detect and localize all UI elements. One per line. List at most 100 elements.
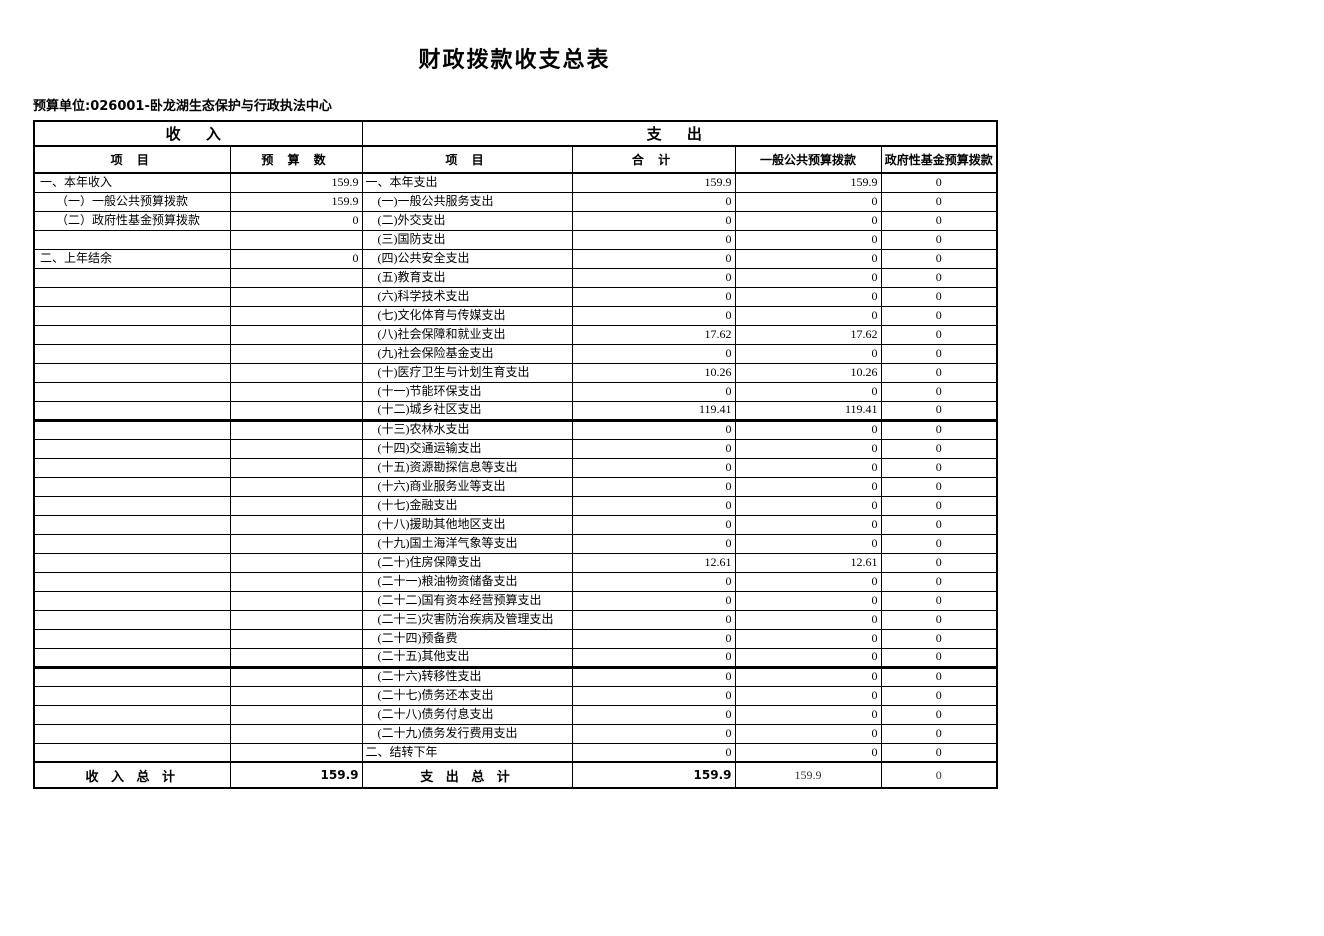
income-item-cell	[33, 609, 231, 630]
expense-fund-budget-cell: 0	[880, 723, 998, 744]
table-row: (十一)节能环保支出 0 0 0	[33, 381, 998, 402]
expense-fund-budget-cell: 0	[880, 381, 998, 402]
expense-general-budget-cell: 0	[734, 457, 882, 478]
expense-general-budget-cell: 0	[734, 305, 882, 326]
income-item-cell	[33, 381, 231, 402]
expense-general-budget-cell: 10.26	[734, 362, 882, 383]
income-item-cell	[33, 533, 231, 554]
expense-fund-budget-cell: 0	[880, 191, 998, 212]
income-budget-cell	[229, 533, 363, 554]
expense-item-cell: (十三)农林水支出	[361, 418, 573, 440]
income-item-cell	[33, 418, 231, 440]
expense-general-budget-cell: 0	[734, 514, 882, 535]
expense-general-budget-cell: 0	[734, 495, 882, 516]
income-budget-cell	[229, 514, 363, 535]
table-row: (十六)商业服务业等支出 0 0 0	[33, 476, 998, 497]
expense-fund-total-value: 0	[880, 761, 998, 789]
expense-fund-budget-cell: 0	[880, 248, 998, 269]
expense-general-budget-cell: 0	[734, 418, 882, 440]
income-budget-cell	[229, 685, 363, 706]
section-header-row: 收 入 支 出	[33, 120, 998, 147]
income-item-cell	[33, 685, 231, 706]
table-row: (十三)农林水支出 0 0 0	[33, 418, 998, 440]
table-row: 一、本年收入 159.9 一、本年支出 159.9 159.9 0	[33, 172, 998, 193]
income-budget-cell: 159.9	[229, 191, 363, 212]
expense-item-cell: (十九)国土海洋气象等支出	[361, 533, 573, 554]
table-row: (十四)交通运输支出 0 0 0	[33, 438, 998, 459]
expense-fund-budget-cell: 0	[880, 343, 998, 364]
expense-total-cell: 0	[571, 210, 736, 231]
expense-fund-budget-cell: 0	[880, 305, 998, 326]
expense-item-cell: (二十)住房保障支出	[361, 552, 573, 573]
expense-general-budget-cell: 0	[734, 191, 882, 212]
expense-general-budget-cell: 0	[734, 438, 882, 459]
expense-total-cell: 0	[571, 191, 736, 212]
income-budget-cell	[229, 438, 363, 459]
expense-fund-budget-cell: 0	[880, 609, 998, 630]
income-item-cell	[33, 324, 231, 345]
expense-total-cell: 0	[571, 418, 736, 440]
expense-general-budget-cell: 0	[734, 704, 882, 725]
expense-general-budget-cell: 0	[734, 381, 882, 402]
expense-general-budget-cell: 0	[734, 229, 882, 250]
expense-item-cell: (十四)交通运输支出	[361, 438, 573, 459]
column-header-income-item: 项 目	[33, 145, 231, 174]
header-expenditure-section: 支 出	[361, 120, 998, 147]
income-budget-cell	[229, 552, 363, 573]
column-header-income-budget: 预 算 数	[229, 145, 363, 174]
expense-total-cell: 0	[571, 647, 736, 668]
table-body: 一、本年收入 159.9 一、本年支出 159.9 159.9 0 （一）一般公…	[33, 172, 998, 763]
expense-general-budget-cell: 0	[734, 665, 882, 687]
income-budget-cell	[229, 457, 363, 478]
expense-general-budget-cell: 159.9	[734, 172, 882, 193]
table-row: (七)文化体育与传媒支出 0 0 0	[33, 305, 998, 326]
expense-fund-budget-cell: 0	[880, 457, 998, 478]
column-header-expense-total: 合 计	[571, 145, 736, 174]
income-budget-cell	[229, 418, 363, 440]
expense-item-cell: 二、结转下年	[361, 742, 573, 763]
expense-item-cell: (四)公共安全支出	[361, 248, 573, 269]
income-budget-cell	[229, 305, 363, 326]
expense-item-cell: (十一)节能环保支出	[361, 381, 573, 402]
expense-general-budget-cell: 0	[734, 476, 882, 497]
header-revenue-section: 收 入	[33, 120, 363, 147]
income-item-cell	[33, 495, 231, 516]
table-row: (二十四)预备费 0 0 0	[33, 628, 998, 649]
expense-item-cell: (十五)资源勘探信息等支出	[361, 457, 573, 478]
expense-fund-budget-cell: 0	[880, 704, 998, 725]
expense-item-cell: (十八)援助其他地区支出	[361, 514, 573, 535]
expense-total-cell: 119.41	[571, 400, 736, 421]
expense-total-value: 159.9	[571, 761, 736, 789]
income-budget-cell	[229, 704, 363, 725]
expense-general-budget-cell: 0	[734, 628, 882, 649]
expense-fund-budget-cell: 0	[880, 229, 998, 250]
expense-general-budget-cell: 0	[734, 286, 882, 307]
expense-item-cell: (二十六)转移性支出	[361, 665, 573, 687]
fiscal-summary-table: 收 入 支 出 项 目 预 算 数 项 目 合 计 一般公共预算拨款 政府性基金…	[33, 120, 999, 789]
income-item-cell: 一、本年收入	[33, 172, 231, 193]
income-item-cell	[33, 742, 231, 763]
income-budget-cell	[229, 742, 363, 763]
expense-total-cell: 0	[571, 476, 736, 497]
expense-total-cell: 0	[571, 457, 736, 478]
expense-total-cell: 0	[571, 723, 736, 744]
expense-item-cell: (一)一般公共服务支出	[361, 191, 573, 212]
table-row: （一）一般公共预算拨款 159.9 (一)一般公共服务支出 0 0 0	[33, 191, 998, 212]
expense-total-cell: 0	[571, 267, 736, 288]
table-row: (二十八)债务付息支出 0 0 0	[33, 704, 998, 725]
expense-item-cell: 一、本年支出	[361, 172, 573, 193]
expense-fund-budget-cell: 0	[880, 628, 998, 649]
expense-general-budget-cell: 0	[734, 533, 882, 554]
expense-total-cell: 0	[571, 685, 736, 706]
income-budget-cell	[229, 665, 363, 687]
expense-item-cell: (十二)城乡社区支出	[361, 400, 573, 421]
expense-general-budget-cell: 12.61	[734, 552, 882, 573]
expense-total-cell: 0	[571, 628, 736, 649]
income-item-cell: （二）政府性基金预算拨款	[33, 210, 231, 231]
income-total-value: 159.9	[229, 761, 363, 789]
totals-row: 收 入 总 计 159.9 支 出 总 计 159.9 159.9 0	[33, 761, 998, 789]
income-item-cell	[33, 476, 231, 497]
expense-total-cell: 0	[571, 286, 736, 307]
table-row: (二十九)债务发行费用支出 0 0 0	[33, 723, 998, 744]
expense-item-cell: (二十四)预备费	[361, 628, 573, 649]
